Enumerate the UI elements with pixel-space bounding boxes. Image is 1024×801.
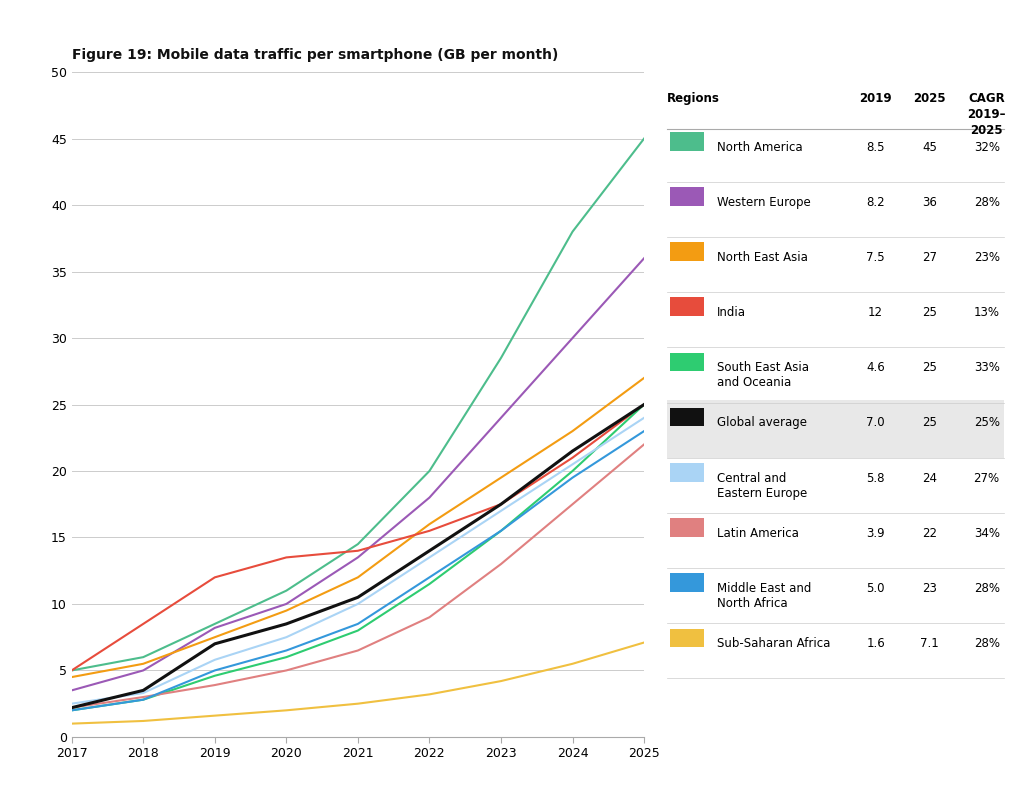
Text: 24: 24 — [922, 472, 937, 485]
Text: 25: 25 — [922, 361, 937, 374]
FancyBboxPatch shape — [667, 400, 1004, 457]
Text: India: India — [718, 306, 746, 319]
Text: 5.8: 5.8 — [866, 472, 885, 485]
Text: Central and
Eastern Europe: Central and Eastern Europe — [718, 472, 808, 500]
Text: 1.6: 1.6 — [866, 638, 885, 650]
Text: 4.6: 4.6 — [866, 361, 885, 374]
FancyBboxPatch shape — [670, 574, 703, 592]
Text: 8.2: 8.2 — [866, 195, 885, 209]
Text: 7.1: 7.1 — [921, 638, 939, 650]
FancyBboxPatch shape — [670, 297, 703, 316]
Text: 25: 25 — [922, 417, 937, 429]
Text: 28%: 28% — [974, 195, 999, 209]
Text: 33%: 33% — [974, 361, 999, 374]
FancyBboxPatch shape — [670, 352, 703, 372]
FancyBboxPatch shape — [670, 132, 703, 151]
Text: 25%: 25% — [974, 417, 999, 429]
Text: Regions: Regions — [667, 92, 720, 105]
FancyBboxPatch shape — [670, 242, 703, 261]
Text: South East Asia
and Oceania: South East Asia and Oceania — [718, 361, 809, 389]
Text: 28%: 28% — [974, 638, 999, 650]
Text: Middle East and
North Africa: Middle East and North Africa — [718, 582, 812, 610]
Text: Figure 19: Mobile data traffic per smartphone (GB per month): Figure 19: Mobile data traffic per smart… — [72, 48, 558, 62]
Text: 22: 22 — [922, 527, 937, 540]
Text: 28%: 28% — [974, 582, 999, 595]
Text: North America: North America — [718, 140, 803, 154]
Text: 23: 23 — [922, 582, 937, 595]
Text: North East Asia: North East Asia — [718, 251, 808, 264]
Text: 32%: 32% — [974, 140, 999, 154]
Text: Western Europe: Western Europe — [718, 195, 811, 209]
Text: 7.0: 7.0 — [866, 417, 885, 429]
FancyBboxPatch shape — [670, 629, 703, 647]
Text: 7.5: 7.5 — [866, 251, 885, 264]
Text: 27: 27 — [922, 251, 937, 264]
FancyBboxPatch shape — [670, 408, 703, 426]
Text: 2025: 2025 — [913, 92, 946, 105]
Text: 25: 25 — [922, 306, 937, 319]
Text: 45: 45 — [922, 140, 937, 154]
FancyBboxPatch shape — [670, 187, 703, 206]
Text: 27%: 27% — [974, 472, 999, 485]
Text: 2019: 2019 — [859, 92, 892, 105]
Text: Latin America: Latin America — [718, 527, 799, 540]
Text: Global average: Global average — [718, 417, 807, 429]
Text: 34%: 34% — [974, 527, 999, 540]
Text: 8.5: 8.5 — [866, 140, 885, 154]
Text: 12: 12 — [868, 306, 883, 319]
Text: 36: 36 — [922, 195, 937, 209]
Text: 3.9: 3.9 — [866, 527, 885, 540]
Text: 13%: 13% — [974, 306, 999, 319]
Text: CAGR
2019–
2025: CAGR 2019– 2025 — [968, 92, 1006, 137]
Text: 5.0: 5.0 — [866, 582, 885, 595]
FancyBboxPatch shape — [670, 463, 703, 481]
FancyBboxPatch shape — [670, 518, 703, 537]
Text: Sub-Saharan Africa: Sub-Saharan Africa — [718, 638, 830, 650]
Text: 23%: 23% — [974, 251, 999, 264]
